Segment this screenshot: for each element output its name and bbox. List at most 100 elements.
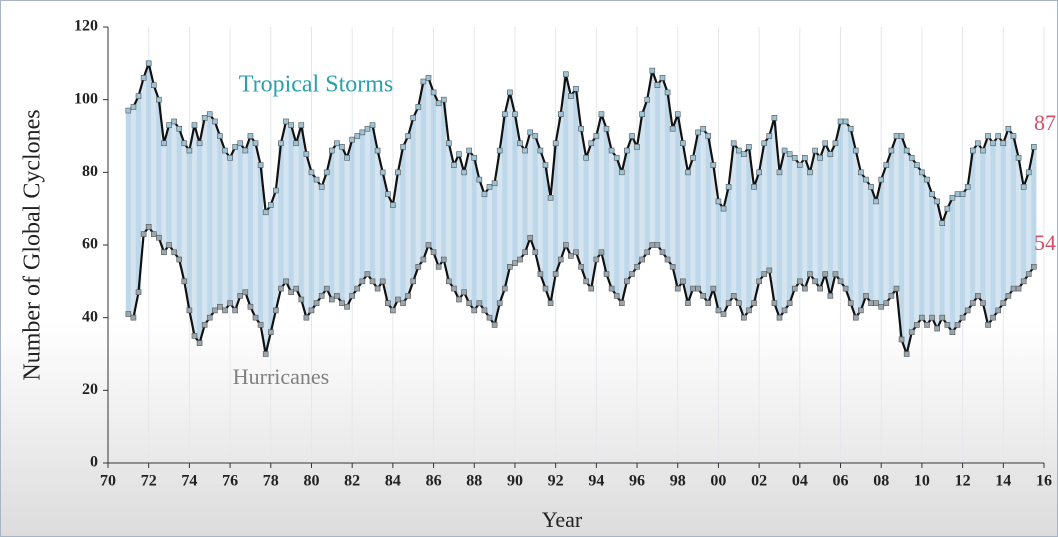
point <box>1015 285 1022 292</box>
point <box>298 296 305 303</box>
point <box>420 256 427 263</box>
point <box>161 249 167 256</box>
point <box>440 256 447 263</box>
point <box>186 147 193 154</box>
point <box>527 234 534 241</box>
point <box>771 300 778 306</box>
point <box>898 133 905 139</box>
point <box>573 249 579 256</box>
point <box>420 78 427 85</box>
point <box>201 115 208 121</box>
point <box>308 307 315 314</box>
point <box>674 111 681 117</box>
point <box>807 271 813 277</box>
point <box>863 293 869 299</box>
point <box>384 191 391 197</box>
point <box>171 249 177 256</box>
x-tick-label: 92 <box>548 473 564 490</box>
point <box>618 169 625 176</box>
point <box>649 67 656 74</box>
point <box>735 147 742 154</box>
point <box>852 314 859 321</box>
x-tick-label: 76 <box>222 473 238 490</box>
point <box>1031 263 1037 270</box>
point <box>939 220 946 226</box>
point <box>369 122 376 128</box>
point <box>557 256 564 263</box>
point <box>888 293 895 299</box>
point <box>685 300 691 306</box>
point <box>598 111 605 117</box>
point <box>390 202 396 208</box>
point <box>990 314 996 321</box>
point <box>624 147 630 154</box>
point <box>883 162 890 168</box>
point <box>690 155 696 161</box>
point <box>501 111 508 117</box>
point <box>293 140 300 147</box>
point <box>781 147 788 154</box>
point <box>542 162 549 168</box>
point <box>456 296 462 303</box>
point <box>634 144 640 150</box>
point <box>593 256 600 263</box>
point <box>476 176 483 183</box>
point <box>512 111 518 117</box>
point <box>720 205 727 212</box>
point <box>547 194 554 201</box>
point <box>934 198 940 205</box>
point <box>196 140 203 147</box>
point <box>557 111 564 117</box>
point <box>359 278 366 285</box>
point <box>583 278 589 285</box>
point <box>374 285 381 292</box>
x-tick-label: 74 <box>181 473 197 490</box>
point <box>227 300 233 306</box>
point <box>771 115 778 121</box>
point <box>222 307 228 314</box>
point <box>578 263 584 270</box>
x-tick-label: 02 <box>751 473 767 490</box>
point <box>1005 125 1012 132</box>
point <box>802 155 808 161</box>
point <box>944 322 951 328</box>
point <box>695 129 701 136</box>
x-tick-label: 72 <box>141 473 157 490</box>
point <box>980 147 986 154</box>
point <box>735 300 742 306</box>
point <box>517 140 523 147</box>
point <box>624 278 630 285</box>
end-value-label: 54 <box>1034 230 1056 255</box>
point <box>893 133 900 139</box>
point <box>563 242 569 248</box>
point <box>588 140 595 147</box>
point <box>446 278 452 285</box>
point <box>863 176 869 183</box>
point <box>873 198 879 205</box>
point <box>741 314 747 321</box>
point <box>786 300 793 306</box>
point <box>349 293 355 299</box>
point <box>695 285 701 292</box>
point <box>425 75 432 81</box>
x-tick-label: 88 <box>466 473 482 490</box>
point <box>817 155 823 161</box>
point <box>252 314 259 321</box>
point <box>273 187 279 194</box>
point <box>522 249 528 256</box>
point <box>395 296 401 303</box>
point <box>278 285 284 292</box>
point <box>191 333 198 339</box>
point <box>674 285 681 292</box>
point <box>400 144 406 150</box>
point <box>685 169 691 176</box>
point <box>532 249 539 256</box>
point <box>568 253 574 259</box>
point <box>751 300 757 306</box>
point <box>542 285 549 292</box>
point <box>364 125 371 132</box>
point <box>247 303 254 310</box>
point <box>898 336 905 343</box>
x-tick-label: 16 <box>1036 473 1052 490</box>
point <box>822 140 829 147</box>
